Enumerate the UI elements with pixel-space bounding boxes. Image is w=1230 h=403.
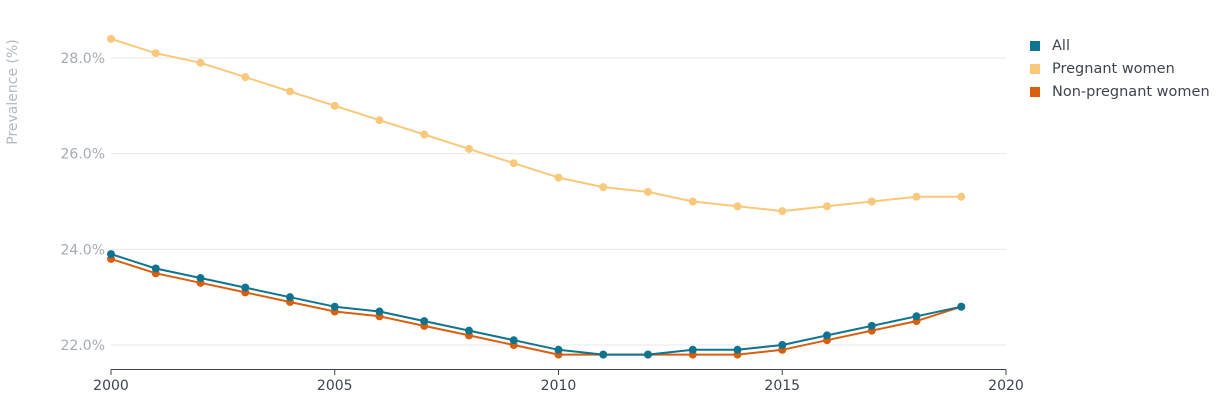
data-point-all[interactable] (330, 302, 339, 311)
legend-item-all[interactable]: All (1030, 34, 1210, 57)
data-point-pregnant-women[interactable] (465, 144, 473, 153)
data-point-pregnant-women[interactable] (733, 202, 742, 211)
legend-item-pregnant-women[interactable]: Pregnant women (1030, 57, 1210, 80)
data-point-all[interactable] (241, 283, 250, 292)
data-point-pregnant-women[interactable] (107, 34, 115, 43)
data-point-all[interactable] (823, 331, 831, 340)
data-point-pregnant-women[interactable] (778, 207, 787, 216)
y-tick-label: 24.0% (61, 242, 105, 258)
data-point-all[interactable] (867, 321, 876, 330)
data-point-all[interactable] (912, 312, 921, 321)
legend-swatch (1030, 86, 1040, 97)
series-non-pregnant-women (107, 254, 966, 359)
data-point-all[interactable] (286, 293, 294, 302)
y-tick-label: 26.0% (61, 147, 105, 163)
x-axis-ticks: 2000 2005 2010 2015 2020 (93, 369, 1024, 394)
data-point-pregnant-women[interactable] (196, 58, 205, 67)
y-tick-label: 28.0% (61, 51, 105, 67)
legend: All Pregnant women Non-pregnant women (1030, 34, 1210, 103)
gridlines (111, 57, 1006, 346)
data-point-all[interactable] (509, 336, 518, 345)
data-point-pregnant-women[interactable] (867, 197, 876, 206)
data-point-all[interactable] (599, 350, 608, 359)
data-point-pregnant-women[interactable] (151, 49, 160, 58)
data-point-all[interactable] (644, 350, 652, 359)
data-point-all[interactable] (151, 264, 160, 273)
series-pregnant-women (107, 34, 966, 216)
series-layer (107, 34, 966, 359)
series-line-pregnant-women (110, 37, 962, 213)
data-point-all[interactable] (465, 326, 473, 335)
data-point-pregnant-women[interactable] (599, 183, 608, 192)
data-point-pregnant-women[interactable] (241, 73, 250, 82)
legend-swatch (1030, 40, 1040, 51)
series-line-non-pregnant-women (110, 257, 962, 356)
data-point-all[interactable] (375, 307, 384, 316)
data-point-pregnant-women[interactable] (644, 187, 652, 196)
data-point-pregnant-women[interactable] (330, 101, 339, 110)
x-tick-label: 2000 (93, 378, 129, 394)
data-point-pregnant-women[interactable] (375, 116, 384, 125)
data-point-pregnant-women[interactable] (509, 159, 518, 168)
data-point-all[interactable] (420, 317, 429, 326)
data-point-all[interactable] (688, 345, 697, 354)
legend-label: Non-pregnant women (1052, 83, 1210, 100)
data-point-all[interactable] (554, 345, 563, 354)
x-tick-label: 2020 (988, 378, 1024, 394)
x-tick-label: 2010 (541, 378, 577, 394)
data-point-all[interactable] (778, 341, 787, 349)
data-point-pregnant-women[interactable] (420, 130, 429, 139)
data-point-all[interactable] (107, 250, 115, 259)
data-point-pregnant-women[interactable] (688, 197, 697, 206)
y-tick-label: 22.0% (61, 338, 105, 354)
y-axis-ticks: 22.0% 24.0% 26.0% 28.0% (61, 51, 105, 354)
data-point-pregnant-women[interactable] (912, 192, 921, 201)
data-point-pregnant-women[interactable] (554, 173, 563, 182)
legend-label: Pregnant women (1052, 60, 1175, 77)
data-point-all[interactable] (957, 302, 966, 311)
y-axis-label: Prevalence (%) (5, 39, 21, 145)
legend-label: All (1052, 37, 1070, 54)
data-point-all[interactable] (196, 274, 205, 283)
x-tick-label: 2005 (317, 378, 353, 394)
data-point-pregnant-women[interactable] (957, 192, 966, 201)
legend-swatch (1030, 63, 1040, 74)
series-all (107, 250, 966, 359)
series-line-all (110, 253, 962, 356)
data-point-pregnant-women[interactable] (286, 87, 294, 96)
x-tick-label: 2015 (764, 378, 800, 394)
legend-item-non-pregnant-women[interactable]: Non-pregnant women (1030, 80, 1210, 103)
data-point-pregnant-women[interactable] (823, 202, 831, 211)
data-point-all[interactable] (733, 345, 742, 354)
